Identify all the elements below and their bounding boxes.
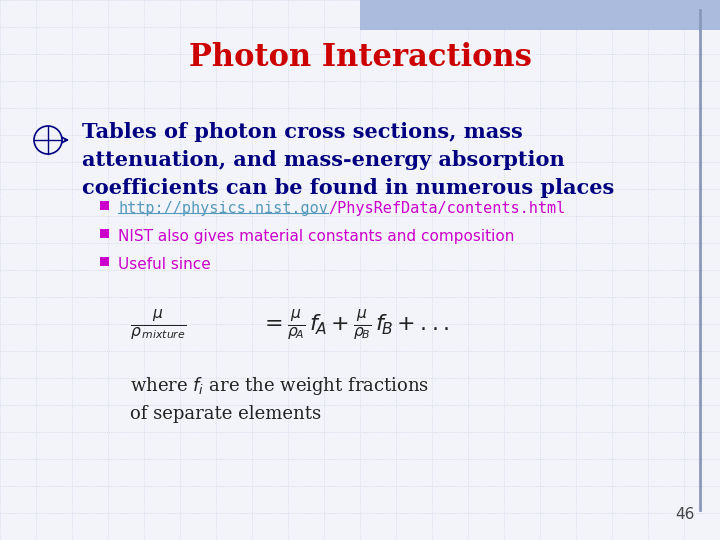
Text: $= \frac{\mu}{\rho_{\!A}}\, f_{\!A} + \frac{\mu}{\rho_{\!B}}\, f_{\!B} + ...$: $= \frac{\mu}{\rho_{\!A}}\, f_{\!A} + \f…	[260, 307, 449, 342]
Text: Photon Interactions: Photon Interactions	[189, 42, 531, 73]
Text: of separate elements: of separate elements	[130, 405, 321, 423]
Text: 46: 46	[675, 507, 695, 522]
Text: coefficients can be found in numerous places: coefficients can be found in numerous pl…	[82, 178, 614, 198]
Text: http://physics.nist.gov: http://physics.nist.gov	[118, 201, 328, 216]
Bar	[100, 201, 109, 210]
Text: NIST also gives material constants and composition: NIST also gives material constants and c…	[118, 229, 514, 244]
Bar	[100, 257, 109, 266]
Text: Useful since: Useful since	[118, 257, 211, 272]
Text: attenuation, and mass-energy absorption: attenuation, and mass-energy absorption	[82, 150, 564, 170]
Text: /PhysRefData/contents.html: /PhysRefData/contents.html	[328, 201, 565, 216]
Text: $\frac{\mu}{\rho_{\,mixture}}$: $\frac{\mu}{\rho_{\,mixture}}$	[130, 307, 186, 342]
Bar	[100, 229, 109, 238]
Text: where $f_i$ are the weight fractions: where $f_i$ are the weight fractions	[130, 375, 429, 397]
Bar	[360, 0, 720, 30]
Text: Tables of photon cross sections, mass: Tables of photon cross sections, mass	[82, 122, 523, 142]
